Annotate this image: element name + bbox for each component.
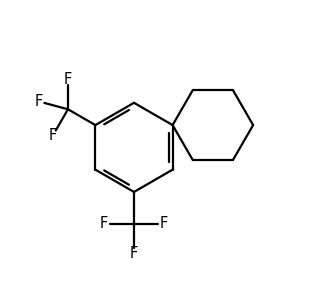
- Text: F: F: [160, 216, 168, 231]
- Text: F: F: [49, 128, 57, 143]
- Text: F: F: [130, 246, 138, 261]
- Text: F: F: [100, 216, 108, 231]
- Text: F: F: [64, 72, 72, 87]
- Text: F: F: [35, 94, 43, 109]
